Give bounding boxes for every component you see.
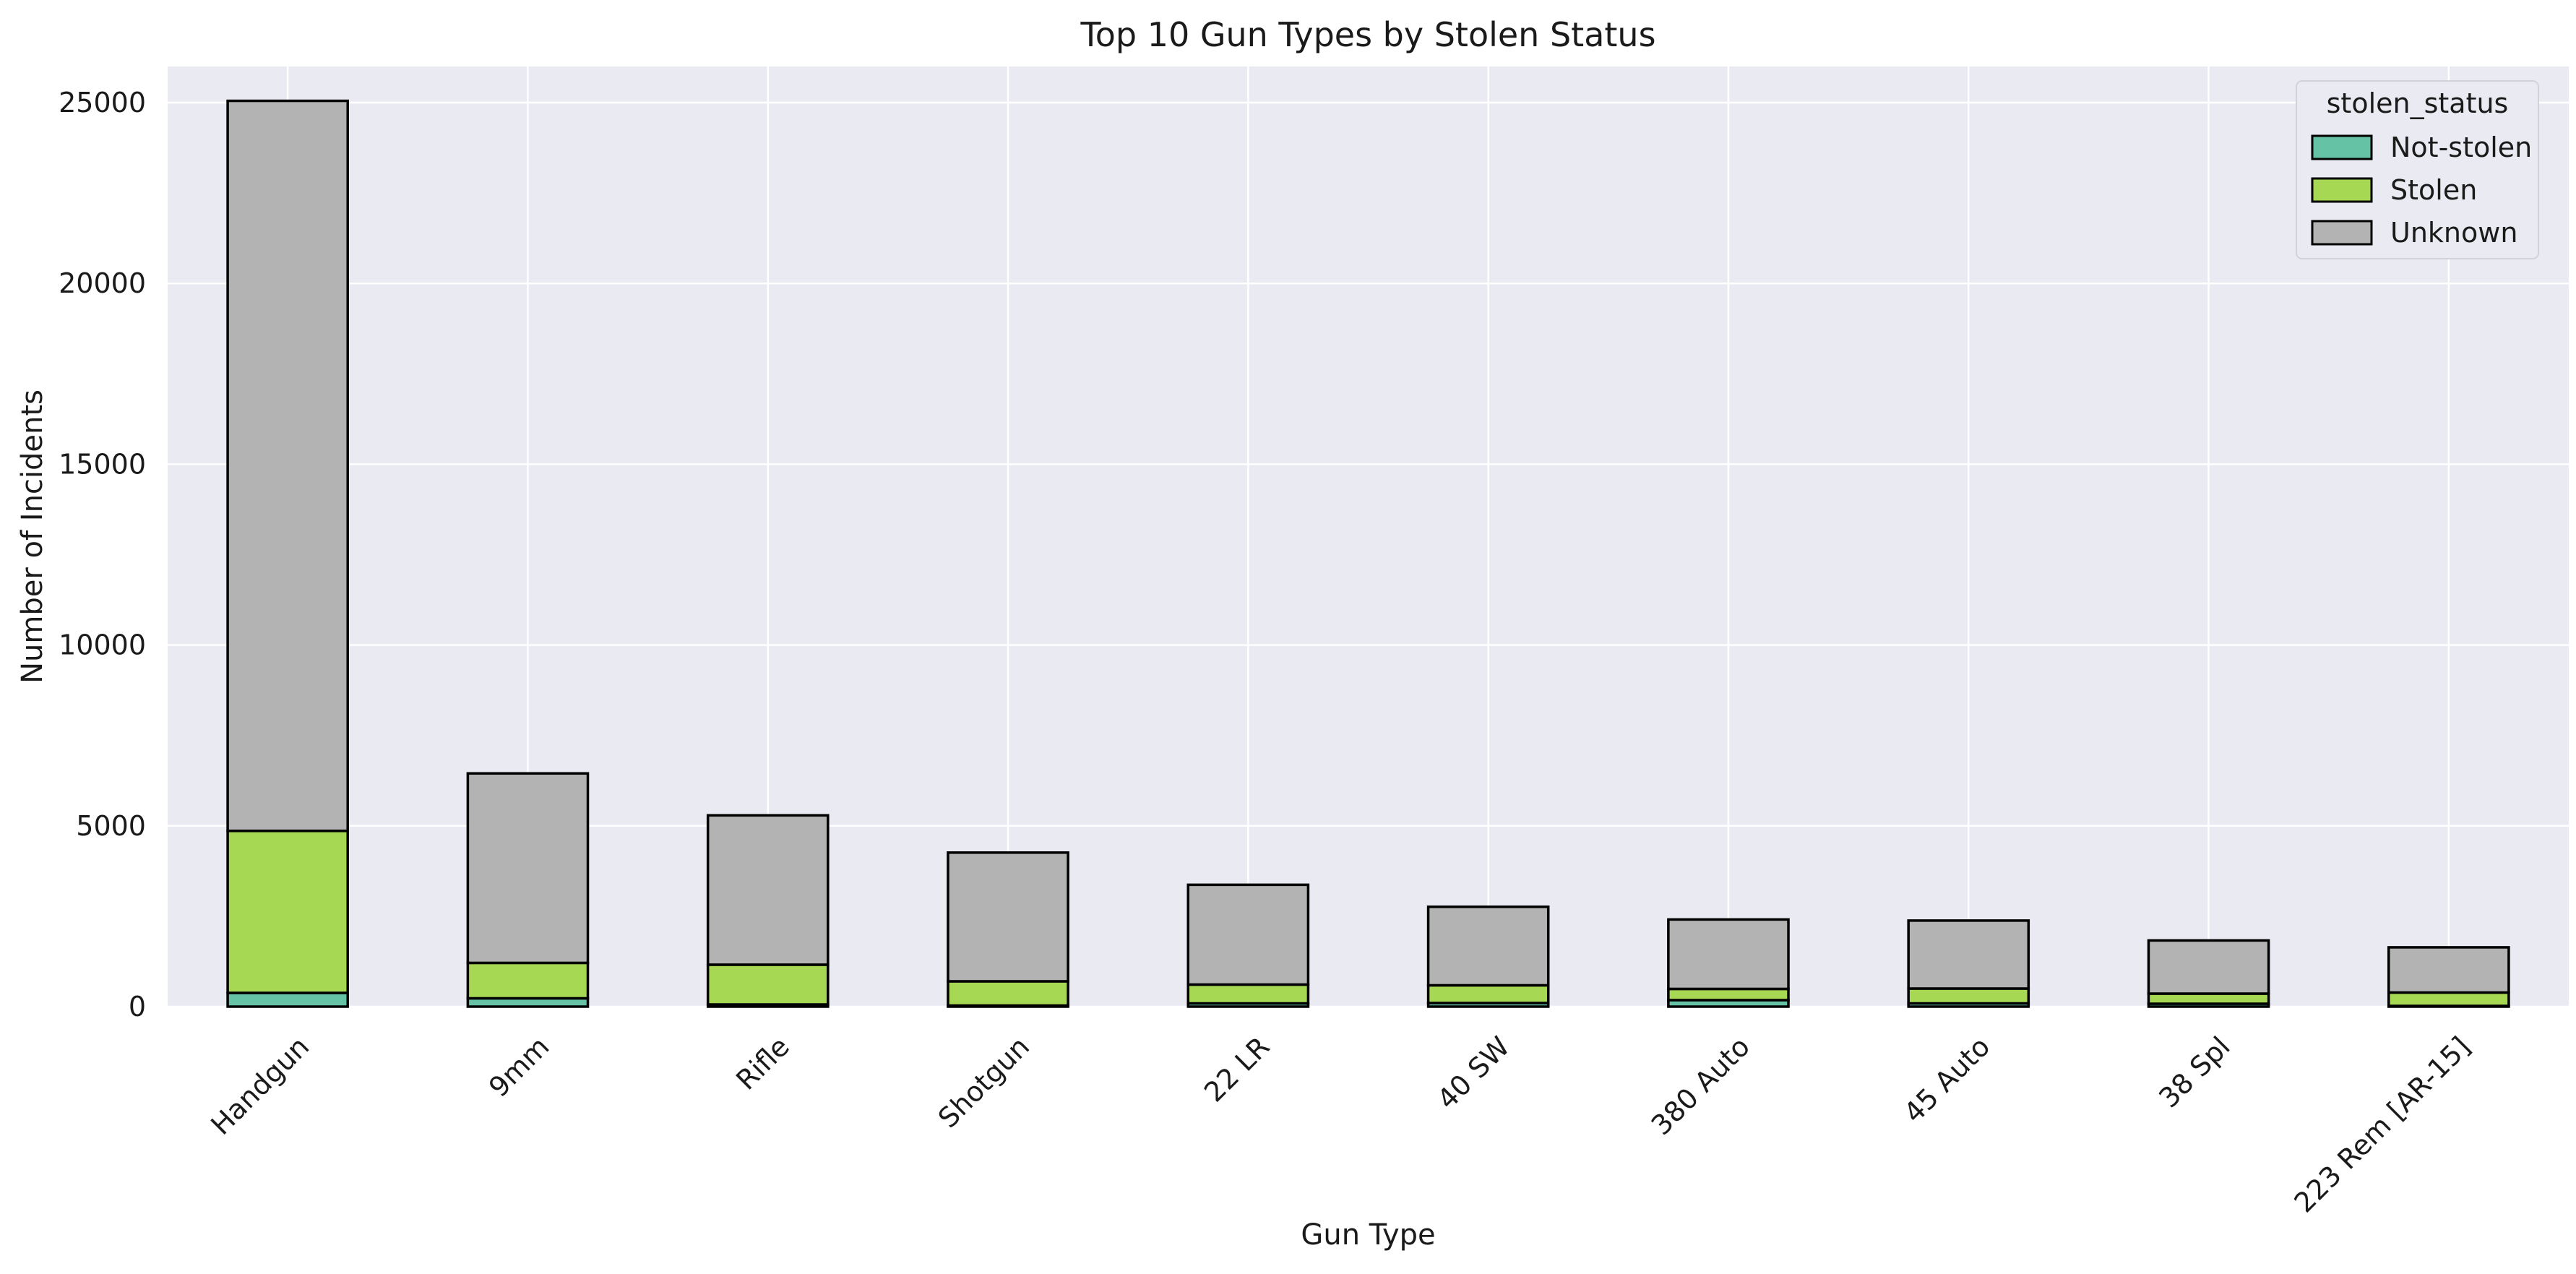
chart-title: Top 10 Gun Types by Stolen Status [1080, 15, 1655, 54]
bar-rifle-stolen [706, 963, 830, 1006]
legend-swatch-not-stolen [2311, 134, 2373, 160]
bar-223-rem-ar-15-unknown [2387, 946, 2510, 994]
y-tick-label: 15000 [59, 448, 146, 480]
bar-shotgun-unknown [947, 851, 1069, 983]
bar-shotgun-stolen [947, 980, 1069, 1007]
y-tick-label: 25000 [59, 87, 146, 119]
legend-items: Not-stolen Stolen Unknown [2311, 132, 2532, 249]
bar-380-auto-unknown [1667, 918, 1790, 991]
x-tick-label: 38 Spl [2153, 1030, 2236, 1114]
legend-swatch-stolen [2311, 177, 2373, 203]
bar-223-rem-ar-15-stolen [2387, 991, 2510, 1007]
bar-45-auto-unknown [1907, 919, 2030, 990]
x-axis-label: Gun Type [1301, 1218, 1435, 1252]
x-tick-label: Shotgun [932, 1030, 1035, 1134]
legend-box [2296, 80, 2539, 259]
legend-label-stolen: Stolen [2390, 174, 2477, 206]
x-tick-label: 380 Auto [1645, 1030, 1756, 1141]
bar-handgun-stolen [226, 830, 349, 994]
bar-380-auto-stolen [1667, 987, 1790, 1002]
bars [226, 99, 2510, 1008]
y-axis-label: Number of Incidents [16, 389, 49, 684]
x-tick-label: Handgun [204, 1030, 315, 1141]
legend-label-unknown: Unknown [2390, 217, 2517, 249]
bar-22-lr-unknown [1186, 883, 1310, 986]
x-tick-label: 40 SW [1431, 1030, 1515, 1115]
bar-9mm-stolen [466, 961, 590, 1000]
x-tick-label: 45 Auto [1897, 1030, 1996, 1129]
bar-9mm-unknown [466, 772, 590, 965]
x-axis-ticks: Handgun 9mm Rifle Shotgun 22 LR 40 SW 380 Auto… [204, 1030, 2476, 1218]
x-tick-label: 223 Rem [AR-15] [2288, 1030, 2476, 1218]
y-tick-label: 5000 [76, 810, 146, 842]
bar-rifle-unknown [706, 814, 830, 966]
legend-label-not-stolen: Not-stolen [2390, 132, 2532, 163]
legend: stolen_status Not-stolen Stolen Unknown [2296, 80, 2539, 259]
x-tick-label: Rifle [730, 1030, 796, 1096]
x-tick-label: 22 LR [1198, 1030, 1275, 1108]
bar-38-spl-stolen [2147, 992, 2270, 1005]
bar-38-spl-unknown [2147, 939, 2270, 995]
bar-45-auto-stolen [1907, 987, 2030, 1005]
y-axis-ticks: 0 5000 10000 15000 20000 25000 [59, 87, 146, 1023]
x-tick-label: 9mm [483, 1030, 556, 1103]
y-tick-label: 10000 [59, 629, 146, 661]
bar-handgun-unknown [226, 99, 349, 832]
bar-40-sw-stolen [1426, 984, 1550, 1004]
grid-lines [168, 66, 2569, 1008]
legend-title: stolen_status [2327, 87, 2509, 119]
legend-swatch-unknown [2311, 220, 2373, 246]
bar-22-lr-stolen [1186, 983, 1310, 1005]
bar-40-sw-unknown [1426, 905, 1550, 987]
y-tick-label: 0 [129, 991, 146, 1023]
y-tick-label: 20000 [59, 267, 146, 299]
bar-handgun-not-stolen [226, 991, 349, 1008]
